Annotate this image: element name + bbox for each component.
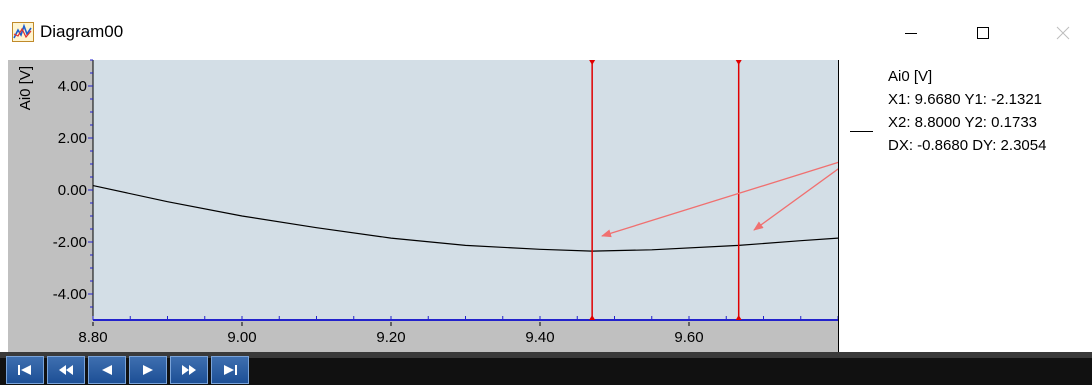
legend-cursor1: X1: 9.6680 Y1: -2.1321	[888, 91, 1043, 108]
x-tick-label: 9.20	[376, 329, 405, 346]
y-axis-label: Ai0 [V]	[17, 66, 34, 110]
close-button[interactable]	[1040, 14, 1086, 52]
y-tick-label: -4.00	[53, 286, 87, 303]
cursor-1-top-marker[interactable]	[589, 60, 596, 65]
title-bar: Diagram00	[0, 0, 1092, 60]
fast-forward-icon	[182, 365, 196, 375]
close-icon	[1056, 26, 1070, 40]
y-tick-label: 4.00	[58, 78, 87, 95]
legend-delta: DX: -0.8680 DY: 2.3054	[888, 137, 1047, 154]
x-tick-label: 8.80	[78, 329, 107, 346]
window-title: Diagram00	[40, 22, 124, 41]
maximize-icon	[977, 27, 989, 39]
first-button[interactable]	[6, 356, 44, 384]
cursor-1-bottom-marker[interactable]	[589, 315, 596, 320]
y-tick-label: -2.00	[53, 234, 87, 251]
last-icon	[224, 365, 237, 375]
fast-rewind-icon	[59, 365, 73, 375]
first-icon	[18, 365, 31, 375]
legend-panel: Ai0 [V] X1: 9.6680 Y1: -2.1321 X2: 8.800…	[838, 60, 1092, 353]
legend-channel: Ai0 [V]	[888, 68, 933, 85]
x-tick-label: 9.60	[674, 329, 703, 346]
annotation-arrow-x2	[601, 161, 838, 238]
x-tick-label: 9.00	[227, 329, 256, 346]
legend-series-swatch	[850, 131, 873, 132]
rewind-button[interactable]	[88, 356, 126, 384]
playback-bar	[0, 352, 1092, 385]
maximize-button[interactable]	[960, 14, 1006, 52]
annotation-arrow-x1	[753, 168, 838, 231]
y-tick-label: 2.00	[58, 130, 87, 147]
minimize-icon	[905, 33, 917, 34]
signal-line	[92, 185, 838, 252]
fast-rewind-button[interactable]	[47, 356, 85, 384]
fast-forward-button[interactable]	[170, 356, 208, 384]
diagram-app-icon	[12, 22, 34, 42]
plot-area[interactable]	[93, 60, 838, 320]
cursor-2-bottom-marker[interactable]	[735, 315, 742, 320]
last-button[interactable]	[211, 356, 249, 384]
x-tick-label: 9.40	[525, 329, 554, 346]
annotation-arrows	[601, 161, 838, 238]
y-tick-label: 0.00	[58, 182, 87, 199]
cursor-2-top-marker[interactable]	[735, 60, 742, 65]
minimize-button[interactable]	[888, 14, 934, 52]
diagram-area[interactable]: 4.00 2.00 0.00 -2.00 -4.00 8.80 9.00 9.20 9.40 9.…	[0, 0, 838, 352]
legend-cursor2: X2: 8.8000 Y2: 0.1733	[888, 114, 1038, 131]
play-icon	[143, 365, 153, 375]
rewind-icon	[102, 365, 112, 375]
playback-track[interactable]	[0, 352, 1092, 358]
play-button[interactable]	[129, 356, 167, 384]
